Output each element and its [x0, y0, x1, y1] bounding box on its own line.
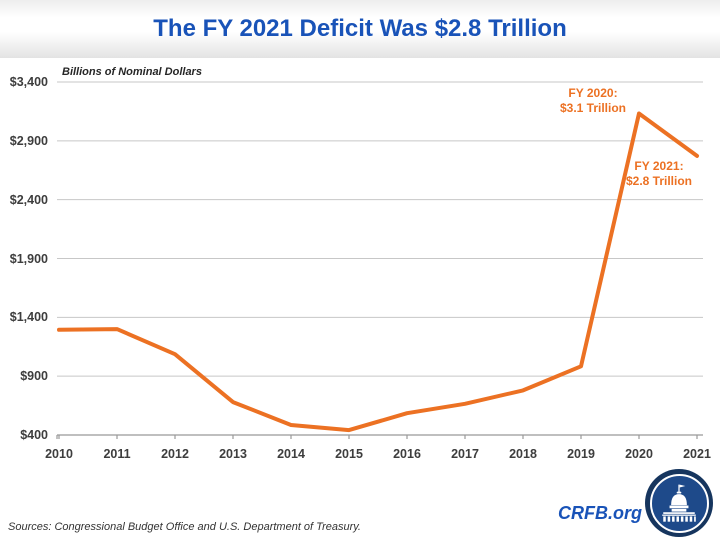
source-note: Sources: Congressional Budget Office and… — [8, 521, 361, 533]
x-tick-label: 2018 — [509, 447, 537, 461]
y-tick-label: $1,400 — [9, 310, 48, 325]
crfb-logo — [645, 469, 713, 537]
x-tick-label: 2021 — [683, 447, 711, 461]
x-tick-label: 2012 — [161, 447, 189, 461]
x-tick-label: 2015 — [335, 447, 363, 461]
x-tick-label: 2020 — [625, 447, 653, 461]
crfb-brand-text: CRFB.org — [558, 503, 642, 523]
gridlines — [57, 81, 703, 377]
y-tick-label: $2,400 — [9, 192, 48, 207]
x-tick-label: 2016 — [393, 447, 421, 461]
y-tick-label: $2,900 — [9, 133, 48, 148]
x-tick-label: 2019 — [567, 447, 595, 461]
page-title: The FY 2021 Deficit Was $2.8 Trillion — [153, 15, 567, 42]
annotation-fy2021-line1: FY 2021: — [634, 159, 684, 173]
x-tick-label: 2014 — [277, 447, 305, 461]
y-tick-label: $900 — [20, 369, 48, 384]
capitol-dome-icon — [649, 473, 709, 533]
chart-header: The FY 2021 Deficit Was $2.8 Trillion — [0, 0, 720, 58]
annotation-fy2021: FY 2021: $2.8 Trillion — [612, 159, 706, 189]
annotation-fy2021-line2: $2.8 Trillion — [625, 174, 693, 188]
annotation-fy2020-line1: FY 2020: — [568, 86, 618, 100]
x-tick-label: 2017 — [451, 447, 479, 461]
y-axis-units-label: Billions of Nominal Dollars — [62, 66, 202, 78]
y-tick-label: $1,900 — [9, 251, 48, 266]
y-tick-label: $3,400 — [9, 75, 48, 89]
x-axis — [56, 434, 703, 439]
y-tick-label: $400 — [20, 428, 48, 442]
x-tick-label: 2011 — [103, 447, 131, 461]
annotation-fy2020-line2: $3.1 Trillion — [559, 101, 627, 115]
deficit-line-series — [57, 111, 699, 433]
annotation-fy2020: FY 2020: $3.1 Trillion — [545, 86, 641, 116]
x-tick-label: 2010 — [45, 447, 73, 461]
x-tick-label: 2013 — [219, 447, 247, 461]
